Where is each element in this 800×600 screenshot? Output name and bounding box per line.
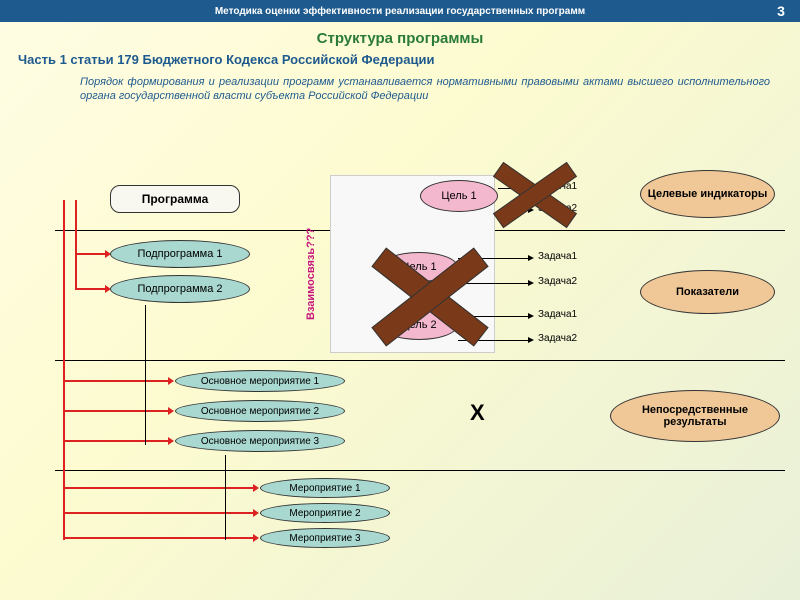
red-arrow-evt2 [63, 410, 168, 412]
subprogram-1: Подпрограмма 1 [110, 240, 250, 268]
red-arrow-evt1 [63, 380, 168, 382]
page-number: 3 [770, 0, 792, 22]
vzaimosvyaz-label: Взаимосвязь??? [305, 228, 317, 320]
red-spine-2 [75, 200, 77, 290]
divider-3 [55, 470, 785, 471]
header-title: Методика оценки эффективности реализации… [215, 6, 585, 17]
meropriyatie-2: Мероприятие 2 [260, 503, 390, 523]
big-x: X [470, 400, 485, 426]
right-2: Показатели [640, 270, 775, 314]
meropriyatie-1: Мероприятие 1 [260, 478, 390, 498]
event-3: Основное мероприятие 3 [175, 430, 345, 452]
cross-1 [490, 160, 580, 225]
red-spine-1 [63, 200, 65, 540]
right-1: Целевые индикаторы [640, 170, 775, 218]
task-arrow-4 [528, 280, 534, 286]
tree-line-1 [145, 305, 146, 445]
tree-line-2 [225, 455, 226, 540]
task-arrow-6 [528, 337, 534, 343]
meropriyatie-3: Мероприятие 3 [260, 528, 390, 548]
red-arrow-evt3 [63, 440, 168, 442]
page-title: Структура программы [0, 30, 800, 47]
task-3a: Задача1 [538, 309, 577, 320]
task-3b: Задача2 [538, 333, 577, 344]
program-box: Программа [110, 185, 240, 213]
task-arrow-5 [528, 313, 534, 319]
divider-2 [55, 360, 785, 361]
description: Порядок формирования и реализации програ… [80, 75, 770, 104]
event-1: Основное мероприятие 1 [175, 370, 345, 392]
subprogram-2: Подпрограмма 2 [110, 275, 250, 303]
task-arrow-3 [528, 255, 534, 261]
task-2a: Задача1 [538, 251, 577, 262]
right-3: Непосредственные результаты [610, 390, 780, 442]
event-2: Основное мероприятие 2 [175, 400, 345, 422]
red-arrow-sub2 [75, 288, 105, 290]
goal-1: Цель 1 [420, 180, 498, 212]
task-2b: Задача2 [538, 276, 577, 287]
header-bar: Методика оценки эффективности реализации… [0, 0, 800, 22]
subtitle: Часть 1 статьи 179 Бюджетного Кодекса Ро… [18, 52, 434, 67]
red-arrow-sub1 [75, 253, 105, 255]
cross-2 [370, 245, 490, 345]
